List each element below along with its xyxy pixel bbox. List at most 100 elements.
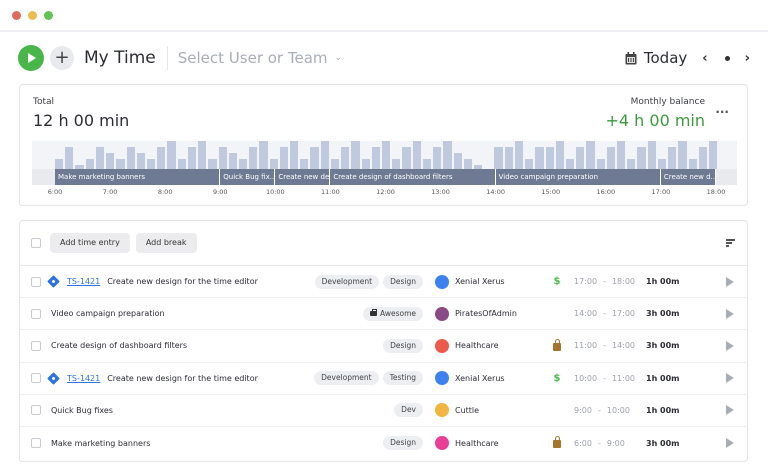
entry-description[interactable]: Create new design for the time editor: [107, 373, 258, 383]
time-range[interactable]: 6:00-9:00: [574, 438, 625, 448]
row-checkbox[interactable]: [31, 340, 41, 351]
timeline-segment[interactable]: Make marketing banners: [55, 169, 221, 185]
entry-description[interactable]: Quick Bug fixes: [51, 405, 113, 415]
billable-icon[interactable]: $: [553, 372, 561, 384]
project-name: PiratesOfAdmin: [455, 309, 517, 319]
activity-bar: [249, 147, 258, 169]
play-icon[interactable]: [726, 308, 734, 319]
start-time[interactable]: 14:00: [574, 309, 598, 319]
time-range[interactable]: 17:00-18:00: [574, 277, 636, 287]
row-checkbox[interactable]: [31, 373, 41, 384]
start-time[interactable]: 17:00: [574, 277, 598, 287]
billable-icon[interactable]: $: [553, 276, 561, 288]
activity-bar: [535, 147, 544, 169]
select-all-checkbox[interactable]: [31, 238, 41, 248]
entry-duration[interactable]: 3h 00m: [646, 438, 680, 448]
project-selector[interactable]: Healthcare: [435, 338, 499, 353]
task-key-link[interactable]: TS-1421: [67, 373, 101, 383]
project-selector[interactable]: Xenial Xerus: [435, 371, 505, 386]
start-time[interactable]: 9:00: [574, 405, 592, 415]
end-time[interactable]: 18:00: [611, 277, 636, 287]
row-checkbox[interactable]: [31, 276, 41, 287]
start-time[interactable]: 10:00: [574, 373, 598, 383]
entry-description[interactable]: Video campaign preparation: [51, 309, 165, 319]
entry-description[interactable]: Create design of dashboard filters: [51, 341, 188, 351]
time-entry-row[interactable]: Create design of dashboard filters Design…: [20, 330, 747, 363]
tag-chip[interactable]: Development: [314, 371, 379, 386]
tag-label: Dev: [401, 405, 416, 415]
end-time[interactable]: 14:00: [611, 341, 636, 351]
row-checkbox[interactable]: [31, 308, 41, 319]
project-selector[interactable]: PiratesOfAdmin: [435, 306, 517, 321]
time-entry-row[interactable]: TS-1421 Create new design for the time ed…: [20, 363, 747, 395]
axis-tick-label: 16:00: [596, 188, 616, 196]
time-entry-row[interactable]: Video campaign preparation Awesome Pirates…: [20, 298, 747, 331]
user-team-select[interactable]: Select User or Team ⌄: [178, 49, 342, 67]
entry-duration[interactable]: 3h 00m: [646, 341, 680, 351]
time-range[interactable]: 10:00-11:00: [574, 373, 636, 383]
tag-chip[interactable]: Dev: [394, 403, 423, 418]
timeline-segment[interactable]: Create design of dashboard filters: [330, 169, 496, 185]
row-checkbox[interactable]: [31, 438, 41, 449]
tag-chip[interactable]: Design: [383, 274, 423, 289]
today-button[interactable]: Today: [643, 49, 688, 67]
timeline-segment[interactable]: Video campaign preparation: [495, 169, 661, 185]
task-key-link[interactable]: TS-1421: [67, 277, 101, 287]
entry-duration[interactable]: 3h 00m: [646, 309, 680, 319]
tag-chip[interactable]: Design: [383, 338, 423, 353]
play-icon[interactable]: [726, 438, 734, 449]
current-day-button[interactable]: [724, 55, 730, 61]
time-range[interactable]: 11:00-14:00: [574, 341, 636, 351]
add-button[interactable]: +: [50, 46, 74, 70]
row-checkbox[interactable]: [31, 405, 41, 416]
time-entry-row[interactable]: Make marketing banners Design Healthcare 6:…: [20, 427, 747, 459]
time-range[interactable]: 9:00-10:00: [574, 405, 630, 415]
project-color-dot: [435, 274, 449, 289]
project-selector[interactable]: Cuttle: [435, 403, 479, 418]
activity-bar: [402, 147, 411, 169]
timeline-segment[interactable]: Quick Bug fix...: [220, 169, 276, 185]
play-icon[interactable]: [726, 373, 734, 384]
next-day-button[interactable]: ›: [744, 50, 750, 66]
add-time-entry-button[interactable]: Add time entry: [50, 233, 130, 253]
calendar-icon: [625, 51, 637, 64]
sort-icon[interactable]: [726, 239, 735, 247]
end-time[interactable]: 11:00: [611, 373, 636, 383]
entry-description[interactable]: Make marketing banners: [51, 438, 151, 448]
more-options-button[interactable]: ···: [715, 105, 729, 119]
play-icon[interactable]: [726, 276, 734, 287]
start-timer-button[interactable]: [18, 45, 44, 71]
project-name: Healthcare: [455, 341, 499, 351]
entry-description[interactable]: Create new design for the time editor: [107, 277, 258, 287]
minimize-window-button[interactable]: [28, 11, 37, 20]
end-time[interactable]: 10:00: [606, 405, 630, 415]
prev-day-button[interactable]: ‹: [702, 50, 708, 66]
close-window-button[interactable]: [12, 11, 21, 20]
play-icon: [28, 53, 36, 63]
tag-chip[interactable]: Testing: [382, 371, 423, 386]
time-entry-row[interactable]: Quick Bug fixes Dev Cuttle 9:00-10:00 1h 00m: [20, 395, 747, 427]
play-icon[interactable]: [726, 405, 734, 416]
start-time[interactable]: 11:00: [574, 341, 598, 351]
tag-chip[interactable]: Design: [383, 436, 423, 451]
entry-duration[interactable]: 1h 00m: [646, 277, 680, 287]
tag-chip[interactable]: Awesome: [363, 306, 423, 321]
entry-duration[interactable]: 1h 00m: [646, 373, 680, 383]
tag-chip[interactable]: Development: [314, 274, 380, 289]
entry-duration[interactable]: 1h 00m: [646, 405, 680, 415]
maximize-window-button[interactable]: [44, 11, 53, 20]
timeline-segment[interactable]: Create new d...: [660, 169, 716, 185]
add-break-button[interactable]: Add break: [135, 233, 197, 253]
timeline-segment[interactable]: Create new de...: [275, 169, 331, 185]
axis-tick-label: 11:00: [321, 188, 340, 196]
activity-bar: [382, 141, 391, 169]
project-selector[interactable]: Healthcare: [435, 436, 499, 451]
play-icon[interactable]: [726, 340, 734, 351]
end-time[interactable]: 9:00: [606, 438, 625, 448]
start-time[interactable]: 6:00: [574, 438, 592, 448]
end-time[interactable]: 17:00: [611, 309, 636, 319]
time-range[interactable]: 14:00-17:00: [574, 309, 636, 319]
activity-bar: [647, 141, 656, 169]
time-entry-row[interactable]: TS-1421 Create new design for the time ed…: [20, 266, 747, 299]
project-selector[interactable]: Xenial Xerus: [435, 274, 505, 289]
